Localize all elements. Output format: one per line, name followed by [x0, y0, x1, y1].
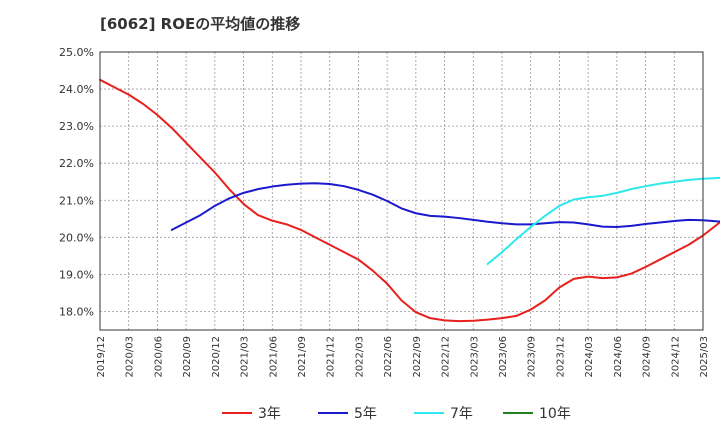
x-tick-label: 2022/06: [383, 336, 394, 378]
x-tick-label: 2023/06: [498, 336, 509, 378]
x-tick-label: 2024/12: [670, 336, 681, 378]
x-tick-label: 2020/06: [153, 336, 164, 378]
x-tick-label: 2023/03: [469, 336, 480, 378]
y-tick-label: 19.0%: [59, 268, 94, 281]
x-tick-label: 2021/09: [297, 336, 308, 378]
axis-layer: 18.0% 19.0% 20.0% 21.0% 22.0% 23.0% 24.0% 25.0%…: [59, 46, 710, 378]
series-line-2: [486, 176, 720, 266]
series-layer: [99, 78, 720, 323]
legend-label: 10年: [539, 406, 571, 422]
legend-layer: 3年 5年 7年 10年: [222, 406, 571, 422]
x-tick-label: 2023/09: [527, 336, 538, 378]
y-tick-label: 18.0%: [59, 305, 94, 318]
plot-area-background: [100, 52, 703, 330]
plot-area-border: [99, 51, 704, 331]
y-tick-label: 22.0%: [59, 157, 94, 170]
legend-label: 3年: [258, 406, 281, 422]
x-tick-label: 2020/12: [211, 336, 222, 378]
x-tick-label: 2022/09: [412, 336, 423, 378]
chart-title: [6062] ROEの平均値の推移: [100, 15, 301, 33]
legend-label: 7年: [450, 406, 473, 422]
x-tick-label: 2021/03: [240, 336, 251, 378]
y-tick-label: 23.0%: [59, 120, 94, 133]
x-tick-label: 2022/03: [354, 336, 365, 378]
y-tick-label: 24.0%: [59, 83, 94, 96]
x-tick-label: 2021/06: [268, 336, 279, 378]
legend-label: 5年: [354, 406, 377, 422]
x-tick-label: 2020/03: [125, 336, 136, 378]
x-tick-label: 2021/12: [326, 336, 337, 378]
x-tick-label: 2022/12: [441, 336, 452, 378]
y-tick-label: 21.0%: [59, 194, 94, 207]
y-tick-label: 20.0%: [59, 231, 94, 244]
x-tick-label: 2024/03: [584, 336, 595, 378]
x-tick-label: 2024/09: [642, 336, 653, 378]
x-tick-label: 2025/03: [699, 336, 710, 378]
series-line-1: [170, 182, 720, 231]
x-tick-label: 2024/06: [613, 336, 624, 378]
y-tick-label: 25.0%: [59, 46, 94, 59]
x-tick-label: 2020/09: [182, 336, 193, 378]
x-tick-label: 2023/12: [555, 336, 566, 378]
x-tick-label: 2019/12: [96, 336, 107, 378]
series-line-0: [99, 78, 720, 323]
